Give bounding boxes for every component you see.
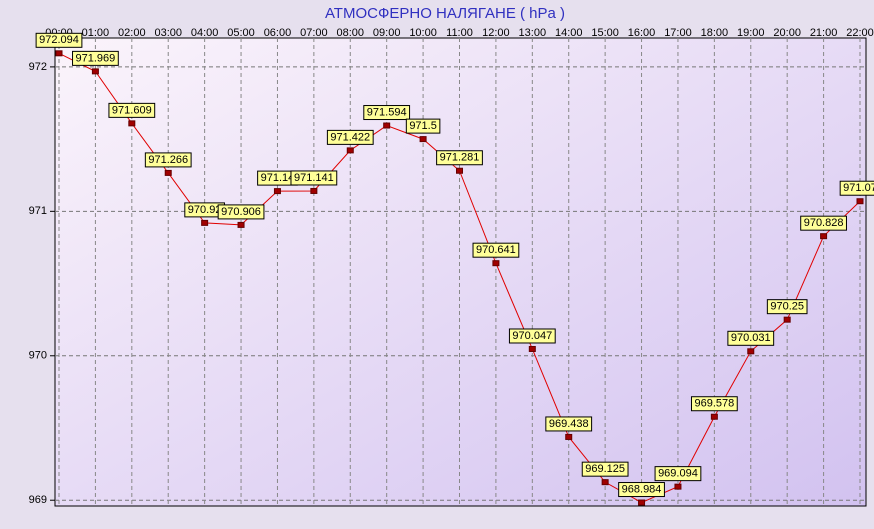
x-tick-label: 02:00	[118, 27, 146, 39]
marker	[747, 348, 755, 355]
value-label-box	[405, 118, 441, 134]
value-label: 971.141	[294, 172, 334, 184]
marker	[820, 233, 828, 240]
marker	[710, 413, 718, 420]
value-label: 970.047	[512, 330, 552, 342]
value-label: 971.969	[76, 52, 116, 64]
value-label: 971.07	[843, 182, 874, 194]
marker	[164, 169, 172, 176]
value-label: 970.25	[770, 301, 804, 313]
x-tick-label: 08:00	[337, 27, 365, 39]
value-label-box	[436, 150, 483, 166]
x-tick-label: 03:00	[154, 27, 182, 39]
value-label-box	[363, 105, 411, 121]
value-label: 971.5	[409, 120, 437, 132]
marker	[310, 187, 318, 194]
value-label: 969.578	[694, 398, 734, 410]
value-label-box	[690, 396, 738, 412]
value-label-box	[800, 215, 847, 231]
value-label-box	[839, 180, 874, 196]
marker	[91, 68, 99, 75]
value-label: 969.125	[585, 463, 625, 475]
value-label-box	[108, 102, 156, 118]
marker	[601, 479, 609, 486]
value-label: 971.14	[261, 172, 295, 184]
value-label: 971.594	[367, 106, 407, 118]
value-label: 971.609	[112, 104, 152, 116]
value-label-box	[217, 204, 265, 220]
marker	[55, 50, 63, 57]
marker	[638, 499, 646, 506]
marker	[674, 483, 682, 490]
value-label-box	[472, 242, 520, 258]
value-label-box	[654, 466, 702, 482]
x-tick-label: 19:00	[737, 27, 765, 39]
y-tick-label: 969	[29, 494, 47, 506]
chart-title: АТМОСФЕРНО НАЛЯГАНЕ ( hPa )	[325, 5, 565, 22]
marker	[128, 120, 136, 127]
x-tick-label: 11:00	[446, 27, 473, 39]
x-tick-label: 22:00	[846, 27, 874, 39]
value-label-box	[290, 170, 338, 186]
y-tick-label: 972	[29, 61, 47, 73]
x-tick-label: 15:00	[591, 27, 619, 39]
value-label: 971.281	[440, 152, 480, 164]
value-label-box	[581, 461, 629, 477]
value-label-box	[35, 32, 83, 48]
x-tick-label: 12:00	[482, 27, 510, 39]
marker	[528, 345, 536, 352]
value-label: 971.422	[330, 131, 370, 143]
value-label-box	[144, 152, 192, 168]
marker	[456, 167, 463, 174]
x-tick-label: 01:00	[82, 27, 110, 39]
marker	[346, 147, 354, 154]
marker	[783, 316, 791, 323]
x-tick-label: 04:00	[191, 27, 219, 39]
x-tick-label: 10:00	[409, 27, 437, 39]
value-label: 970.906	[221, 206, 261, 218]
marker	[565, 433, 573, 440]
x-tick-label: 21:00	[810, 27, 838, 39]
x-tick-label: 18:00	[701, 27, 729, 39]
x-tick-label: 09:00	[373, 27, 401, 39]
value-label-box	[766, 299, 808, 315]
value-label: 971.266	[148, 154, 188, 166]
marker	[492, 260, 500, 267]
value-label: 968.984	[622, 483, 662, 495]
value-label-box	[326, 129, 374, 145]
marker	[201, 219, 209, 226]
x-tick-label: 05:00	[227, 27, 255, 39]
x-tick-label: 06:00	[264, 27, 292, 39]
x-tick-label: 17:00	[664, 27, 692, 39]
x-tick-label: 20:00	[773, 27, 801, 39]
x-tick-label: 07:00	[300, 27, 328, 39]
value-label: 972.094	[39, 34, 79, 46]
value-label: 970.92	[188, 204, 222, 216]
value-label: 970.031	[731, 332, 771, 344]
marker	[237, 221, 245, 228]
value-label-box	[508, 328, 556, 344]
x-tick-label: 13:00	[519, 27, 547, 39]
value-label-box	[545, 416, 593, 432]
value-label: 969.094	[658, 468, 698, 480]
marker	[419, 136, 427, 143]
x-tick-label: 14:00	[555, 27, 583, 39]
value-label: 970.828	[804, 217, 844, 229]
value-label-box	[727, 330, 775, 346]
value-label: 969.438	[549, 418, 589, 430]
value-label-box	[618, 482, 665, 498]
plot-area	[54, 37, 867, 507]
value-label-box	[72, 50, 119, 66]
value-label: 970.641	[476, 244, 516, 256]
y-tick-label: 970	[29, 350, 47, 362]
marker	[383, 122, 391, 129]
x-tick-label: 16:00	[628, 27, 656, 39]
y-tick-label: 971	[29, 205, 47, 217]
marker	[273, 188, 281, 195]
marker	[856, 198, 864, 205]
